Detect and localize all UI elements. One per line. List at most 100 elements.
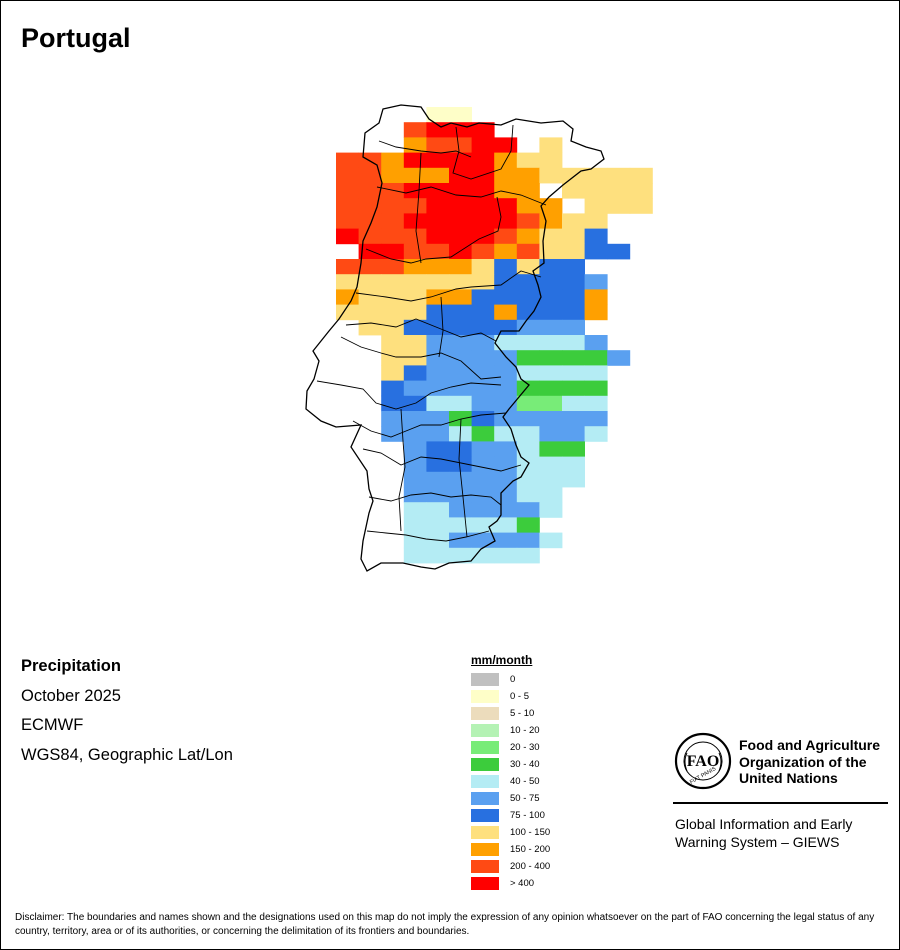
precipitation-cell	[381, 183, 405, 199]
precipitation-cell	[449, 122, 472, 138]
precipitation-cell	[358, 259, 382, 275]
country-outline	[305, 104, 605, 572]
precipitation-cell	[403, 319, 427, 336]
precipitation-cell	[562, 411, 585, 427]
legend: mm/month 0 0 - 5 5 - 10 10 - 20 20 - 30 30 - …	[471, 653, 550, 892]
precipitation-cell	[403, 167, 427, 184]
precipitation-cell	[471, 274, 495, 290]
precipitation-cell	[336, 274, 359, 290]
precipitation-cell	[584, 198, 608, 214]
precipitation-cell	[539, 365, 563, 381]
precipitation-cell	[381, 198, 405, 214]
precipitation-cell	[403, 304, 427, 321]
giews-name: Global Information and Early Warning Sys…	[675, 816, 853, 850]
precipitation-cell	[336, 167, 359, 184]
precipitation-cell	[426, 502, 450, 518]
precipitation-cell	[516, 547, 540, 564]
precipitation-cell	[403, 137, 427, 153]
precipitation-cell	[381, 228, 405, 245]
precipitation-cell	[539, 487, 563, 503]
precipitation-cell	[381, 426, 405, 442]
precipitation-cell	[539, 167, 563, 184]
legend-item: 100 - 150	[471, 824, 550, 841]
legend-item: 5 - 10	[471, 705, 550, 722]
precipitation-cell	[471, 259, 495, 275]
precipitation-cell	[607, 198, 631, 214]
precipitation-cell	[471, 547, 495, 564]
precipitation-cell	[494, 380, 518, 397]
precipitation-cell	[426, 304, 450, 321]
precipitation-cell	[584, 289, 608, 305]
precipitation-cell	[449, 259, 472, 275]
precipitation-cell	[381, 304, 405, 321]
precipitation-cell	[403, 152, 427, 169]
precipitation-cell	[539, 259, 563, 275]
legend-label: 0	[510, 674, 516, 685]
precipitation-cell	[562, 426, 585, 442]
precipitation-cell	[403, 411, 427, 427]
precipitation-cell	[403, 198, 427, 214]
precipitation-cell	[539, 411, 563, 427]
precipitation-cell	[494, 487, 518, 503]
precipitation-cell	[403, 350, 427, 366]
precipitation-cell	[426, 350, 450, 366]
legend-item: 50 - 75	[471, 790, 550, 807]
precipitation-cell	[471, 335, 495, 351]
precipitation-cell	[584, 395, 608, 412]
legend-label: 50 - 75	[510, 793, 540, 804]
precipitation-cell	[562, 183, 585, 199]
legend-label: > 400	[510, 878, 535, 889]
precipitation-cell	[471, 167, 495, 184]
precipitation-cell	[516, 335, 540, 351]
precipitation-cell	[449, 365, 472, 381]
precipitation-cell	[629, 183, 653, 199]
precipitation-cell	[449, 547, 472, 564]
precipitation-cell	[471, 152, 495, 169]
precipitation-cell	[471, 395, 495, 412]
precipitation-cell	[539, 213, 563, 229]
map-info: Precipitation October 2025 ECMWF WGS84, …	[21, 657, 233, 775]
precipitation-cell	[494, 335, 518, 351]
precipitation-cell	[449, 304, 472, 321]
legend-item: 20 - 30	[471, 739, 550, 756]
precipitation-cell	[449, 152, 472, 169]
precipitation-cell	[403, 228, 427, 245]
precipitation-cell	[629, 167, 653, 184]
precipitation-cell	[426, 274, 450, 290]
precipitation-cell	[539, 137, 563, 153]
precipitation-cell	[403, 289, 427, 305]
precipitation-cell	[403, 335, 427, 351]
precipitation-cell	[516, 152, 540, 169]
precipitation-cell	[471, 319, 495, 336]
precipitation-cell	[426, 335, 450, 351]
precipitation-cell	[381, 365, 405, 381]
precipitation-cell	[471, 502, 495, 518]
precipitation-cell	[358, 243, 382, 260]
precipitation-cell	[562, 274, 585, 290]
precipitation-cell	[516, 365, 540, 381]
precipitation-cell	[426, 471, 450, 488]
precipitation-cell	[358, 274, 382, 290]
legend-swatch	[471, 843, 499, 856]
precipitation-cell	[336, 228, 359, 245]
precipitation-cell	[516, 411, 540, 427]
precipitation-cell	[471, 350, 495, 366]
precipitation-cell	[562, 213, 585, 229]
precipitation-cell	[562, 350, 585, 366]
precipitation-map	[305, 104, 653, 572]
fao-logo-icon: FAO FIAT PANIS	[674, 732, 732, 790]
precipitation-cell	[516, 183, 540, 199]
precipitation-cell	[403, 471, 427, 488]
precipitation-cell	[403, 243, 427, 260]
precipitation-cell	[449, 502, 472, 518]
legend-label: 10 - 20	[510, 725, 540, 736]
precipitation-cell	[449, 441, 472, 457]
precipitation-cell	[358, 213, 382, 229]
precipitation-cell	[539, 471, 563, 488]
legend-item: 200 - 400	[471, 858, 550, 875]
precipitation-cell	[403, 532, 427, 549]
precipitation-cell	[426, 411, 450, 427]
precipitation-cell	[584, 167, 608, 184]
precipitation-cell	[516, 380, 540, 397]
precipitation-cell	[449, 335, 472, 351]
